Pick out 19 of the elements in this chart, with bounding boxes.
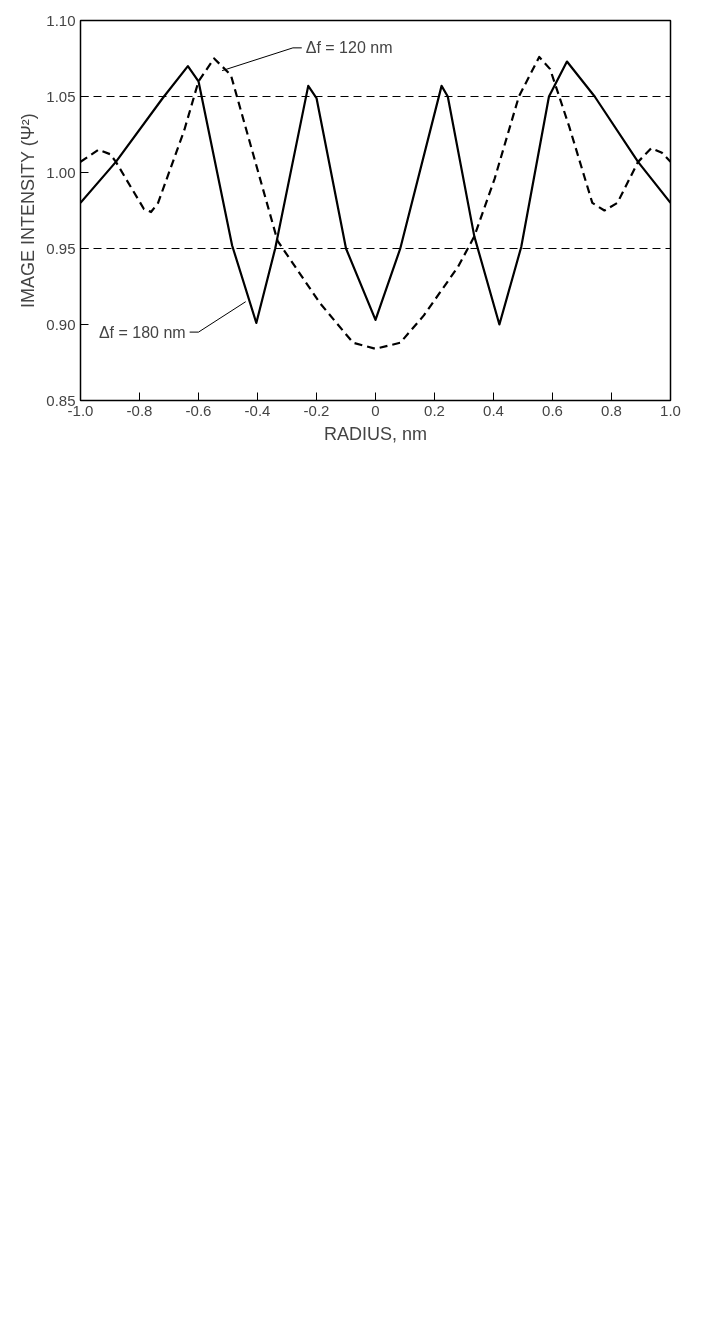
x-tick-label: 0.2: [424, 401, 445, 419]
x-tick-label: 0.6: [542, 401, 563, 419]
x-tick-label: -0.2: [303, 401, 330, 419]
y-tick-label: 1.05: [46, 87, 76, 105]
x-tick-label: -0.8: [126, 401, 153, 419]
x-tick-label: -0.6: [185, 401, 212, 419]
y-tick-label: 1.00: [46, 163, 76, 181]
x-axis-title: RADIUS, nm: [323, 423, 428, 444]
x-tick-label: 0.8: [601, 401, 622, 419]
y-tick-label: 1.10: [46, 11, 76, 29]
x-tick-label: -0.4: [244, 401, 271, 419]
x-tick-label: 0.4: [483, 401, 504, 419]
annotation: Δf = 180 nm: [98, 323, 186, 341]
x-tick-label: 0: [371, 401, 380, 419]
annotation: Δf = 120 nm: [305, 39, 393, 57]
x-tick-label: 1.0: [660, 401, 681, 419]
y-tick-label: 0.90: [46, 315, 76, 333]
y-axis-title: IMAGE INTENSITY (Ψ²): [18, 113, 39, 309]
y-tick-label: 0.95: [46, 239, 76, 257]
